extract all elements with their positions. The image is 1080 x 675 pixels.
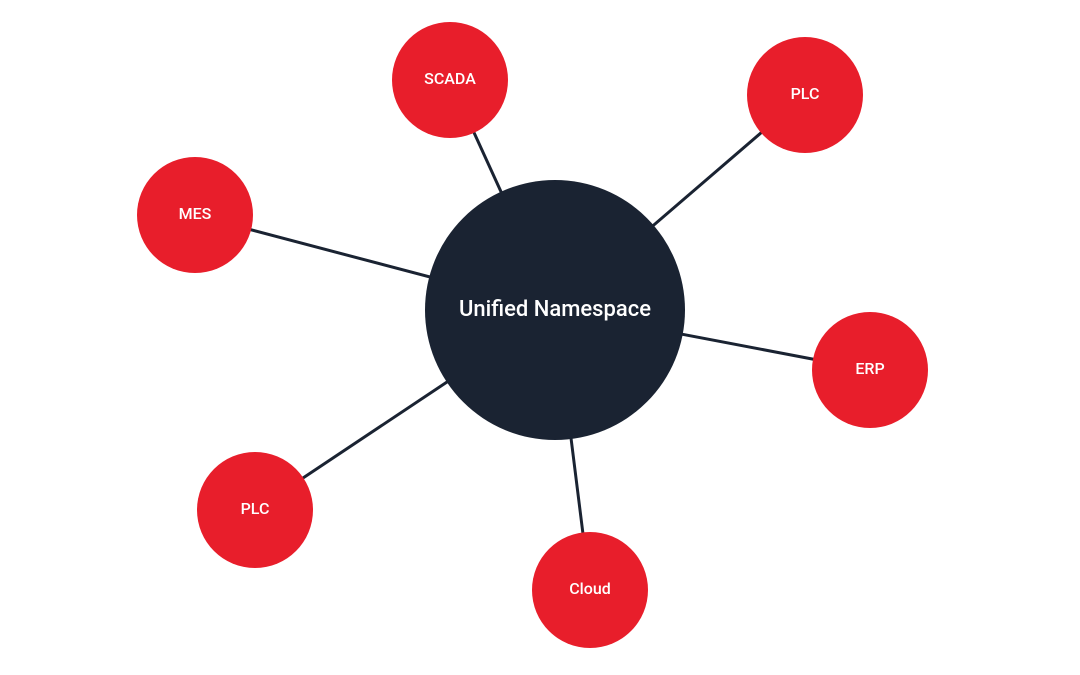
node-plc1: PLC: [747, 37, 863, 153]
network-diagram: SCADA PLC MES ERP PLC Cloud Unified Namespace: [0, 0, 1080, 675]
node-plc2: PLC: [197, 452, 313, 568]
node-label-cloud: Cloud: [569, 579, 611, 598]
node-erp: ERP: [812, 312, 928, 428]
node-scada: SCADA: [392, 22, 508, 138]
node-label-plc1: PLC: [791, 84, 820, 103]
node-cloud: Cloud: [532, 532, 648, 648]
node-label-plc2: PLC: [241, 499, 270, 518]
node-label-hub: Unified Namespace: [459, 297, 651, 322]
node-mes: MES: [137, 157, 253, 273]
node-label-mes: MES: [179, 204, 212, 223]
node-label-erp: ERP: [855, 359, 884, 378]
node-label-scada: SCADA: [424, 69, 476, 88]
center-node-hub: Unified Namespace: [425, 180, 685, 440]
